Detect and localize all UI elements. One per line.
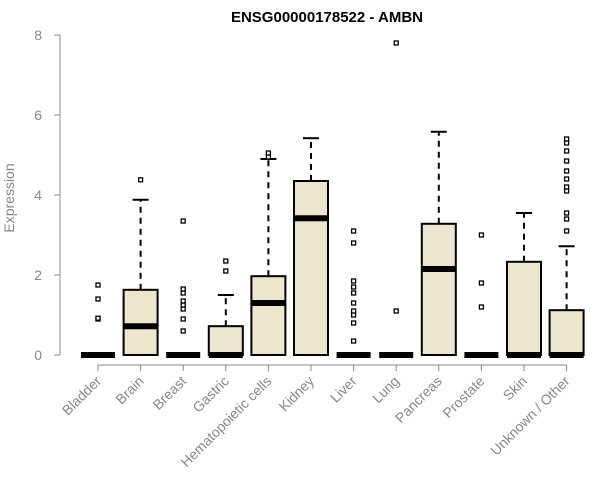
outlier-point	[350, 284, 357, 290]
outlier-point	[223, 258, 229, 264]
box-kidney	[293, 137, 329, 356]
x-tick-label: Breast	[149, 373, 189, 413]
x-tick-label: Gastric	[189, 373, 232, 416]
outlier-point	[563, 158, 570, 164]
y-tick-label: 6	[34, 107, 42, 123]
x-tick-label: Lung	[369, 373, 402, 406]
y-tick-label: 0	[34, 347, 42, 363]
box-prostate	[464, 232, 499, 358]
chart-title: ENSG00000178522 - AMBN	[231, 9, 423, 26]
box-breast	[166, 218, 201, 358]
plot-area	[81, 40, 585, 358]
outlier-point	[350, 278, 357, 284]
outlier-point	[180, 298, 186, 304]
outlier-point	[350, 320, 357, 326]
outlier-point	[180, 286, 186, 292]
box-unknown-other	[548, 136, 585, 358]
outlier-point	[223, 268, 229, 274]
x-tick-label: Liver	[327, 373, 360, 406]
box-rect	[420, 222, 457, 356]
x-tick-label: Bladder	[59, 373, 105, 419]
outlier-point	[180, 218, 186, 224]
box-liver	[336, 228, 371, 358]
y-axis: 0 2 4 6 8	[34, 27, 61, 363]
outlier-point	[563, 228, 570, 234]
x-tick-label: Skin	[500, 373, 531, 404]
outlier-point	[563, 210, 570, 216]
outlier-point	[350, 338, 357, 344]
box-rect	[293, 180, 329, 356]
y-axis-label: Expression	[1, 163, 17, 232]
box-lung	[379, 40, 414, 358]
outlier-point	[95, 296, 101, 302]
outlier-point	[350, 228, 357, 234]
outlier-point	[563, 136, 570, 142]
box-rect	[207, 325, 244, 357]
x-tick-label: Kidney	[276, 373, 318, 415]
box-hematopoietic-cells	[250, 150, 287, 357]
outlier-point	[563, 168, 570, 174]
outlier-point	[180, 328, 186, 334]
outlier-point	[393, 40, 399, 46]
outlier-point	[563, 148, 570, 154]
box-rect	[548, 309, 585, 357]
outlier-point	[478, 304, 485, 310]
outlier-point	[95, 282, 101, 288]
box-gastric	[207, 258, 244, 358]
box-brain	[122, 177, 159, 356]
outlier-point	[265, 150, 272, 156]
box-bladder	[81, 282, 115, 358]
outlier-point	[563, 184, 570, 190]
box-rect	[122, 288, 159, 356]
outlier-point	[563, 216, 570, 222]
outlier-point	[137, 177, 144, 183]
y-tick-label: 4	[34, 187, 42, 203]
y-tick-label: 2	[34, 267, 42, 283]
box-skin	[506, 212, 542, 358]
x-tick-label: Unknown / Other	[487, 373, 573, 459]
outlier-point	[180, 316, 186, 322]
x-tick-label: Brain	[112, 373, 146, 407]
outlier-point	[563, 176, 570, 182]
x-tick-label: Prostate	[439, 373, 487, 421]
y-tick-label: 8	[34, 27, 42, 43]
box-rect	[250, 275, 287, 357]
box-rect	[506, 260, 542, 356]
box-pancreas	[420, 130, 457, 356]
outlier-point	[393, 308, 399, 314]
outlier-point	[478, 280, 485, 286]
outlier-point	[95, 315, 101, 321]
x-tick-label: Pancreas	[392, 373, 445, 426]
outlier-point	[350, 240, 357, 246]
outlier-point	[350, 308, 357, 314]
outlier-point	[350, 300, 357, 306]
outlier-point	[478, 232, 485, 238]
outlier-point	[350, 290, 357, 296]
